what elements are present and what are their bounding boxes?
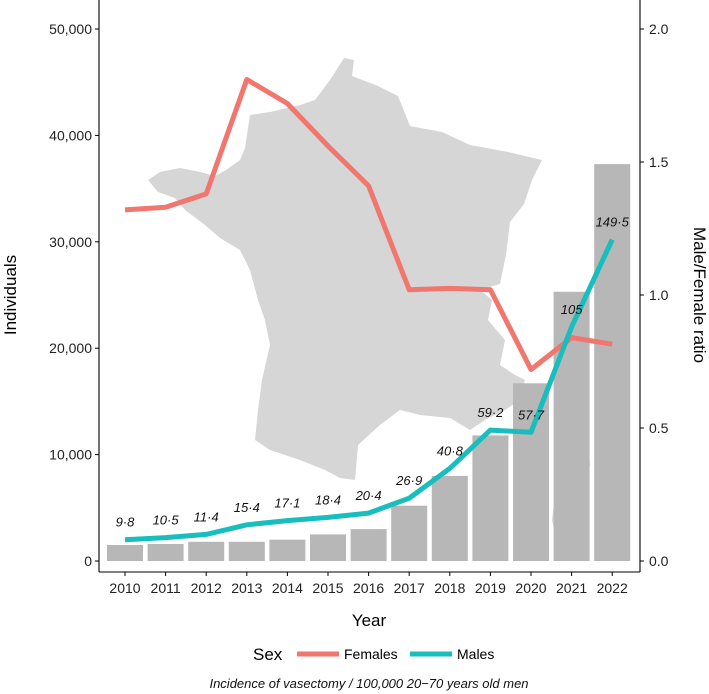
left-y-ticks: 0 10,000 20,000 30,000 40,000 50,000 [49, 21, 99, 569]
y-tick-label: 0 [84, 553, 92, 569]
legend-title: Sex [253, 645, 283, 664]
bar-labels-layer: 9·8 10·5 11·4 15·4 17·1 18·4 20·4 26·9 40·8 59·2 5… [116, 215, 630, 530]
legend-label-males: Males [457, 646, 494, 662]
legend: Sex Females Males [253, 645, 494, 664]
bar-label-2014: 17·1 [274, 496, 300, 511]
bar-2015 [310, 534, 346, 561]
bars-layer [107, 164, 631, 561]
y-tick-label: 20,000 [49, 340, 92, 356]
y-axis-title: Individuals [1, 255, 20, 335]
y2-tick-label: 0.0 [649, 553, 669, 569]
bar-label-2018: 40·8 [437, 443, 464, 458]
bar-label-2020: 57·7 [518, 407, 545, 422]
caption: Incidence of vasectomy / 100,000 20−70 y… [209, 676, 528, 691]
lines-layer [124, 77, 615, 543]
bar-label-2012: 11·4 [194, 509, 219, 524]
x-tick-label: 2019 [475, 580, 506, 596]
series-line-males [124, 238, 615, 543]
y2-tick-label: 0.5 [649, 420, 669, 436]
series-line-females [124, 77, 613, 372]
bar-label-2017: 26·9 [395, 473, 422, 488]
france-mainland-shape [148, 58, 542, 480]
bar-2014 [269, 539, 306, 561]
bar-label-2021: 105 [561, 302, 583, 317]
x-tick-label: 2012 [191, 580, 222, 596]
y2-tick-label: 1.5 [649, 154, 669, 170]
bar-2016 [350, 529, 387, 561]
x-ticks: 2010 2011 2012 2013 2014 2015 2016 2017 2018 2019… [109, 572, 628, 596]
y-tick-label: 30,000 [49, 234, 92, 250]
legend-label-females: Females [344, 646, 398, 662]
bar-2017 [391, 505, 428, 561]
bar-label-2016: 20·4 [355, 488, 382, 503]
x-tick-label: 2022 [597, 580, 628, 596]
y2-tick-label: 1.0 [649, 287, 669, 303]
bar-2013 [228, 541, 265, 561]
y-tick-label: 40,000 [49, 127, 92, 143]
bar-2020 [513, 383, 549, 561]
bar-label-2011: 10·5 [153, 513, 180, 528]
bar-label-2019: 59·2 [477, 405, 504, 420]
y2-tick-label: 2.0 [649, 21, 669, 37]
x-tick-label: 2017 [394, 580, 425, 596]
bar-label-2015: 18·4 [315, 492, 341, 507]
bar-label-2010: 9·8 [116, 515, 136, 530]
x-tick-label: 2013 [231, 580, 262, 596]
x-tick-label: 2016 [353, 580, 384, 596]
x-tick-label: 2014 [272, 580, 303, 596]
x-tick-label: 2018 [434, 580, 465, 596]
x-tick-label: 2020 [515, 580, 546, 596]
y2-axis-title: Male/Female ratio [690, 227, 709, 363]
x-axis-title: Year [352, 611, 387, 630]
y-tick-label: 10,000 [49, 447, 92, 463]
bar-label-2022: 149·5 [596, 215, 630, 230]
bar-2022 [594, 164, 631, 561]
x-tick-label: 2021 [556, 580, 587, 596]
bar-2012 [188, 541, 225, 561]
right-y-ticks: 0.0 0.5 1.0 1.5 2.0 [640, 21, 669, 569]
x-tick-label: 2015 [312, 580, 343, 596]
x-tick-label: 2011 [151, 580, 181, 596]
bar-2019 [472, 435, 509, 561]
bar-2018 [431, 475, 468, 561]
x-tick-label: 2010 [109, 580, 140, 596]
bar-2011 [147, 544, 184, 561]
y-tick-label: 50,000 [49, 21, 92, 37]
bar-label-2013: 15·4 [234, 500, 260, 515]
bar-2010 [107, 545, 143, 561]
